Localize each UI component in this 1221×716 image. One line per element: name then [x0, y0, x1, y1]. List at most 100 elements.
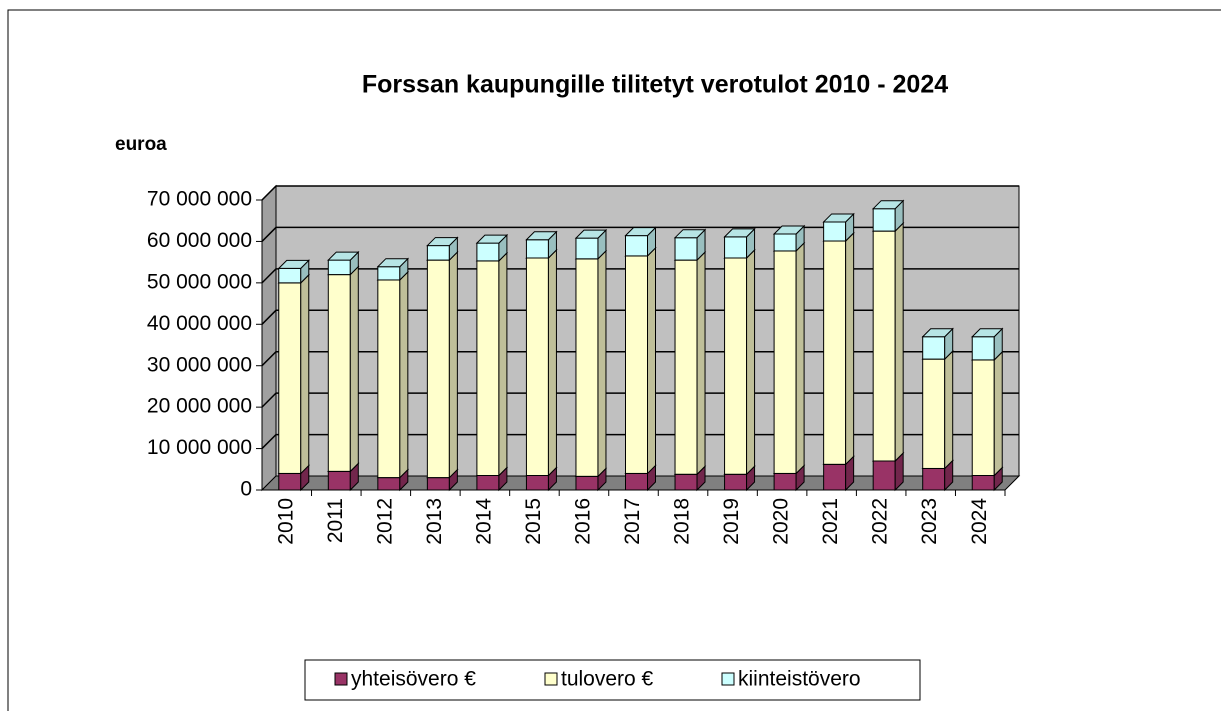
- bar: [278, 267, 302, 284]
- bar: [426, 245, 450, 261]
- bar-top: [772, 225, 806, 235]
- bar-side: [696, 250, 706, 476]
- bar: [872, 230, 896, 462]
- bar: [426, 477, 450, 491]
- bar-side: [597, 249, 607, 478]
- bar-side: [498, 251, 508, 477]
- bar-top: [921, 328, 954, 338]
- bar-side: [647, 246, 656, 475]
- x-tick-label: 2020: [770, 498, 793, 545]
- bar-side: [746, 248, 756, 476]
- x-tick-label: 2021: [819, 498, 842, 545]
- legend: [304, 659, 921, 701]
- grid-line: [261, 309, 1019, 325]
- bar: [377, 266, 401, 281]
- y-tick-label: 0: [240, 478, 252, 501]
- bar: [724, 236, 748, 259]
- bar-top: [971, 328, 1004, 338]
- bar: [724, 473, 748, 491]
- bar-side: [448, 250, 458, 479]
- x-tick-label: 2016: [572, 498, 595, 545]
- bar-top: [871, 200, 905, 210]
- bar: [625, 472, 648, 491]
- bar-side: [399, 270, 409, 479]
- bar-side: [795, 241, 805, 475]
- y-tick-label: 20 000 000: [147, 395, 252, 418]
- bar: [525, 239, 549, 259]
- bar-top: [624, 227, 657, 237]
- bar: [922, 467, 946, 491]
- bar: [575, 237, 599, 260]
- grid-line: [261, 433, 1019, 450]
- bar-top: [723, 228, 756, 238]
- bar: [525, 257, 549, 476]
- bar: [377, 477, 401, 491]
- grid-line: [261, 185, 1019, 201]
- bar: [872, 208, 896, 232]
- y-tick-label: 10 000 000: [147, 436, 252, 459]
- x-tick-label: 2015: [522, 498, 545, 545]
- bar: [872, 460, 896, 491]
- bar: [625, 235, 648, 257]
- y-tick-label: 40 000 000: [147, 312, 252, 335]
- legend-swatch: [544, 672, 558, 686]
- bar: [476, 242, 500, 262]
- grid-line: [261, 268, 1019, 284]
- bar-side: [845, 231, 855, 466]
- x-tick-label: 2022: [869, 498, 892, 545]
- bar: [327, 259, 351, 276]
- y-axis-label: euroa: [115, 134, 167, 155]
- y-tick-label: 30 000 000: [147, 353, 252, 376]
- x-tick-label: 2010: [274, 498, 297, 545]
- legend-swatch: [334, 672, 348, 686]
- x-tick-label: 2023: [918, 498, 941, 545]
- bar-side: [944, 349, 954, 470]
- bar: [426, 259, 450, 479]
- chart-title: Forssan kaupungille tilitetyt verotulot …: [362, 71, 948, 99]
- bar: [327, 470, 351, 491]
- legend-swatch: [721, 672, 735, 686]
- bar-top: [376, 258, 410, 268]
- bar-top: [525, 231, 558, 241]
- legend-label: yhteisövero €: [351, 668, 476, 691]
- y-tick-label: 70 000 000: [147, 188, 252, 211]
- bar: [724, 257, 748, 475]
- x-tick-label: 2017: [621, 498, 644, 545]
- bar-top: [327, 251, 360, 261]
- x-tick-label: 2011: [324, 498, 347, 543]
- bar: [922, 336, 946, 360]
- bar: [773, 250, 797, 474]
- x-tick-label: 2014: [472, 498, 495, 545]
- grid-line: [261, 226, 1019, 242]
- bar: [674, 259, 698, 475]
- bar-side: [547, 248, 557, 477]
- x-tick-label: 2018: [671, 498, 694, 545]
- bar: [674, 473, 698, 491]
- bar: [823, 240, 847, 465]
- grid-line: [261, 350, 1019, 367]
- grid-line: [261, 392, 1019, 408]
- x-tick-label: 2024: [968, 498, 991, 545]
- bar: [476, 260, 500, 476]
- legend-label: kiinteistövero: [738, 668, 861, 691]
- bar: [575, 258, 599, 477]
- bar: [575, 475, 599, 491]
- bar-top: [475, 234, 509, 244]
- bar-side: [894, 221, 904, 463]
- bar-top: [277, 259, 310, 269]
- bar: [377, 279, 401, 479]
- bar-side: [349, 265, 359, 473]
- x-tick-label: 2019: [720, 498, 743, 545]
- y-tick-label: 50 000 000: [147, 270, 252, 293]
- legend-label: tulovero €: [561, 668, 654, 691]
- bar: [773, 472, 797, 491]
- bar: [922, 358, 946, 469]
- bar-side: [300, 273, 310, 475]
- bar: [674, 237, 698, 261]
- bar: [525, 475, 549, 491]
- bar-side: [993, 350, 1003, 477]
- bar: [278, 472, 302, 491]
- bar-top: [574, 229, 608, 239]
- bar: [971, 475, 995, 491]
